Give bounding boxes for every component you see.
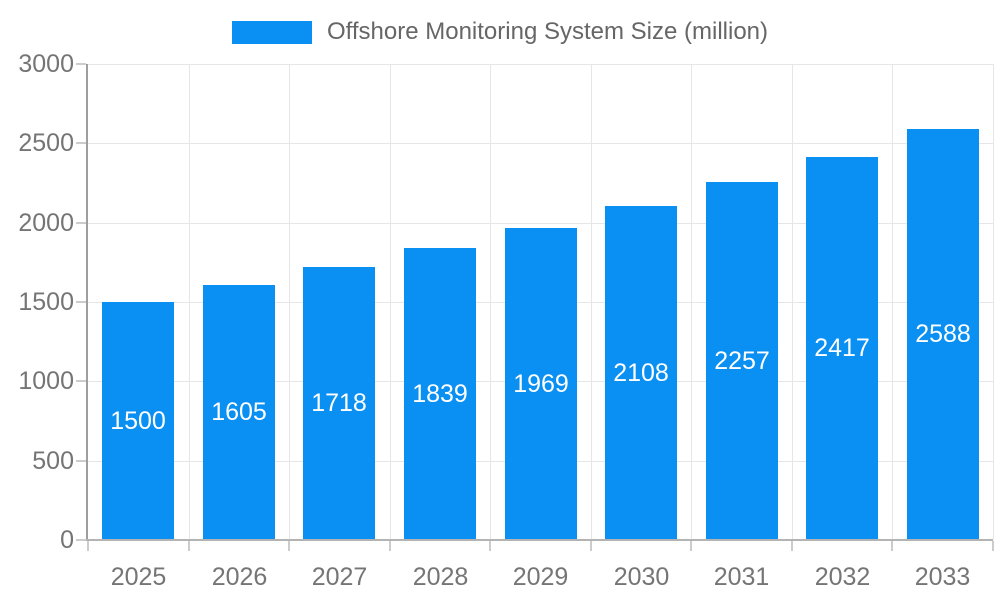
- bar-value-label: 2108: [613, 358, 669, 387]
- bar[interactable]: 1500: [102, 302, 174, 540]
- x-gridline: [490, 64, 491, 540]
- x-gridline: [591, 64, 592, 540]
- bar-value-label: 2588: [915, 320, 971, 348]
- x-axis-tick-label: 2029: [512, 563, 569, 591]
- x-gridline: [792, 64, 793, 540]
- x-gridline: [189, 64, 190, 540]
- bar[interactable]: 2588: [907, 129, 979, 540]
- x-gridline: [993, 64, 994, 540]
- bar-value-label: 1839: [412, 379, 468, 408]
- y-gridline: [88, 64, 993, 65]
- y-axis-tick: [76, 301, 86, 303]
- bar[interactable]: 1605: [203, 285, 275, 540]
- x-axis-tick-label: 2032: [814, 563, 871, 591]
- bar-value-label: 1605: [211, 398, 267, 426]
- y-axis-tick: [76, 222, 86, 224]
- bar[interactable]: 1839: [404, 248, 476, 540]
- bar-value-label: 2257: [714, 346, 770, 375]
- bar[interactable]: 2417: [806, 157, 878, 540]
- y-axis-tick-label: 2000: [18, 209, 74, 237]
- y-axis-tick-label: 500: [32, 447, 74, 475]
- bar[interactable]: 1969: [505, 228, 577, 540]
- x-axis-tick: [992, 541, 994, 551]
- bar-value-label: 1969: [513, 369, 569, 398]
- x-gridline: [892, 64, 893, 540]
- x-axis-tick-label: 2027: [311, 563, 368, 591]
- y-axis-tick-label: 0: [60, 526, 74, 554]
- y-axis-tick-label: 1000: [18, 367, 74, 395]
- y-axis-tick: [76, 380, 86, 382]
- bar-value-label: 1500: [110, 406, 166, 435]
- y-axis-line: [86, 64, 88, 540]
- x-gridline: [289, 64, 290, 540]
- x-axis-tick: [489, 541, 491, 551]
- x-axis-tick: [690, 541, 692, 551]
- y-axis-tick: [76, 142, 86, 144]
- y-axis-tick-label: 2500: [18, 129, 74, 157]
- x-axis-tick: [288, 541, 290, 551]
- x-axis-tick-label: 2028: [412, 563, 469, 591]
- y-axis-tick-label: 1500: [18, 288, 74, 316]
- x-axis-tick: [389, 541, 391, 551]
- x-axis-tick-label: 2025: [110, 563, 167, 591]
- y-axis-tick: [76, 63, 86, 65]
- x-axis-tick-label: 2026: [211, 563, 268, 591]
- y-axis-tick: [76, 539, 86, 541]
- x-axis-tick: [87, 541, 89, 551]
- x-axis-tick: [188, 541, 190, 551]
- bar-value-label: 1718: [311, 389, 367, 417]
- x-axis-tick: [791, 541, 793, 551]
- bar[interactable]: 2108: [605, 206, 677, 540]
- bar[interactable]: 1718: [303, 267, 375, 540]
- bar-value-label: 2417: [814, 334, 870, 362]
- y-axis-tick: [76, 460, 86, 462]
- legend[interactable]: Offshore Monitoring System Size (million…: [0, 20, 1000, 44]
- x-gridline: [691, 64, 692, 540]
- y-gridline: [88, 143, 993, 144]
- x-axis-tick-label: 2033: [914, 563, 971, 591]
- x-axis-tick-label: 2031: [713, 563, 770, 591]
- x-axis-tick: [590, 541, 592, 551]
- x-axis-tick: [891, 541, 893, 551]
- y-gridline: [88, 223, 993, 224]
- bar[interactable]: 2257: [706, 182, 778, 540]
- legend-swatch: [231, 20, 312, 44]
- y-axis-tick-label: 3000: [18, 50, 74, 78]
- legend-label: Offshore Monitoring System Size (million…: [326, 18, 769, 45]
- x-gridline: [390, 64, 391, 540]
- x-axis-line: [86, 539, 993, 541]
- x-axis-tick-label: 2030: [613, 563, 670, 591]
